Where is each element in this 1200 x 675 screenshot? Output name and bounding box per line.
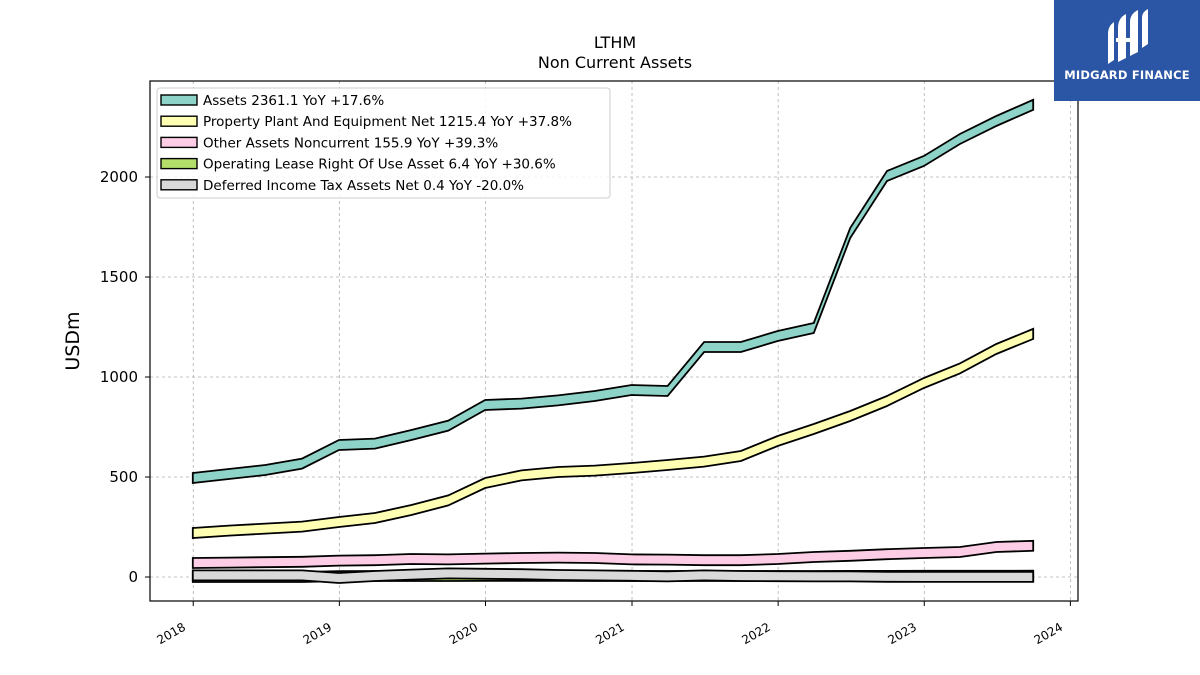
- y-tick-label: 500: [109, 468, 138, 486]
- legend-box: [156, 87, 611, 199]
- x-axis: 2018 2019 2020 2021 2022 2023 2024: [155, 601, 1071, 647]
- series-areas: [191, 98, 1035, 584]
- x-tick-label: 2018: [155, 620, 188, 647]
- chart-title-group: LTHM Non Current Assets: [538, 33, 692, 72]
- series-area-assets: [191, 98, 1035, 485]
- y-tick-label: 1500: [100, 268, 138, 286]
- legend-swatch: [160, 157, 198, 170]
- y-axis: 0 500 1000 1500 2000: [100, 168, 150, 586]
- y-axis-label: USDm: [62, 311, 84, 370]
- plot-frame: [149, 80, 1079, 602]
- legend: Assets 2361.1 YoY +17.6% Property Plant A…: [156, 87, 611, 199]
- midgard-logo-icon: [1108, 9, 1148, 64]
- series-area-other-assets-noncurrent: [191, 539, 1035, 569]
- x-tick-label: 2022: [739, 620, 772, 647]
- legend-swatch: [160, 115, 198, 127]
- y-tick-label: 0: [128, 568, 138, 586]
- y-tick-label: 1000: [100, 368, 138, 386]
- legend-label: Assets 2361.1 YoY +17.6%: [203, 93, 384, 109]
- legend-label: Other Assets Noncurrent 155.9 YoY +39.3%: [203, 135, 498, 151]
- x-tick-label: 2023: [886, 620, 919, 647]
- series-area-deferred-income-tax-assets-net: [191, 567, 1035, 584]
- legend-swatch: [160, 179, 198, 191]
- series-area-property-plant-and-equipment-net: [191, 327, 1035, 539]
- legend-label: Deferred Income Tax Assets Net 0.4 YoY -…: [203, 178, 524, 194]
- x-tick-label: 2024: [1032, 620, 1065, 647]
- x-tick-label: 2021: [593, 620, 626, 647]
- y-tick-label: 2000: [100, 168, 138, 186]
- legend-label: Operating Lease Right Of Use Asset 6.4 Y…: [203, 157, 556, 173]
- legend-swatch: [160, 136, 198, 149]
- x-tick-label: 2020: [447, 620, 480, 647]
- legend-label: Property Plant And Equipment Net 1215.4 …: [203, 114, 572, 130]
- legend-swatch: [160, 94, 198, 106]
- chart-subtitle: Non Current Assets: [538, 53, 692, 72]
- chart-title: LTHM: [594, 33, 636, 52]
- logo-brand-text: MIDGARD FINANCE: [1064, 68, 1190, 82]
- x-tick-label: 2019: [301, 620, 334, 647]
- midgard-finance-logo: MIDGARD FINANCE: [1054, 0, 1200, 101]
